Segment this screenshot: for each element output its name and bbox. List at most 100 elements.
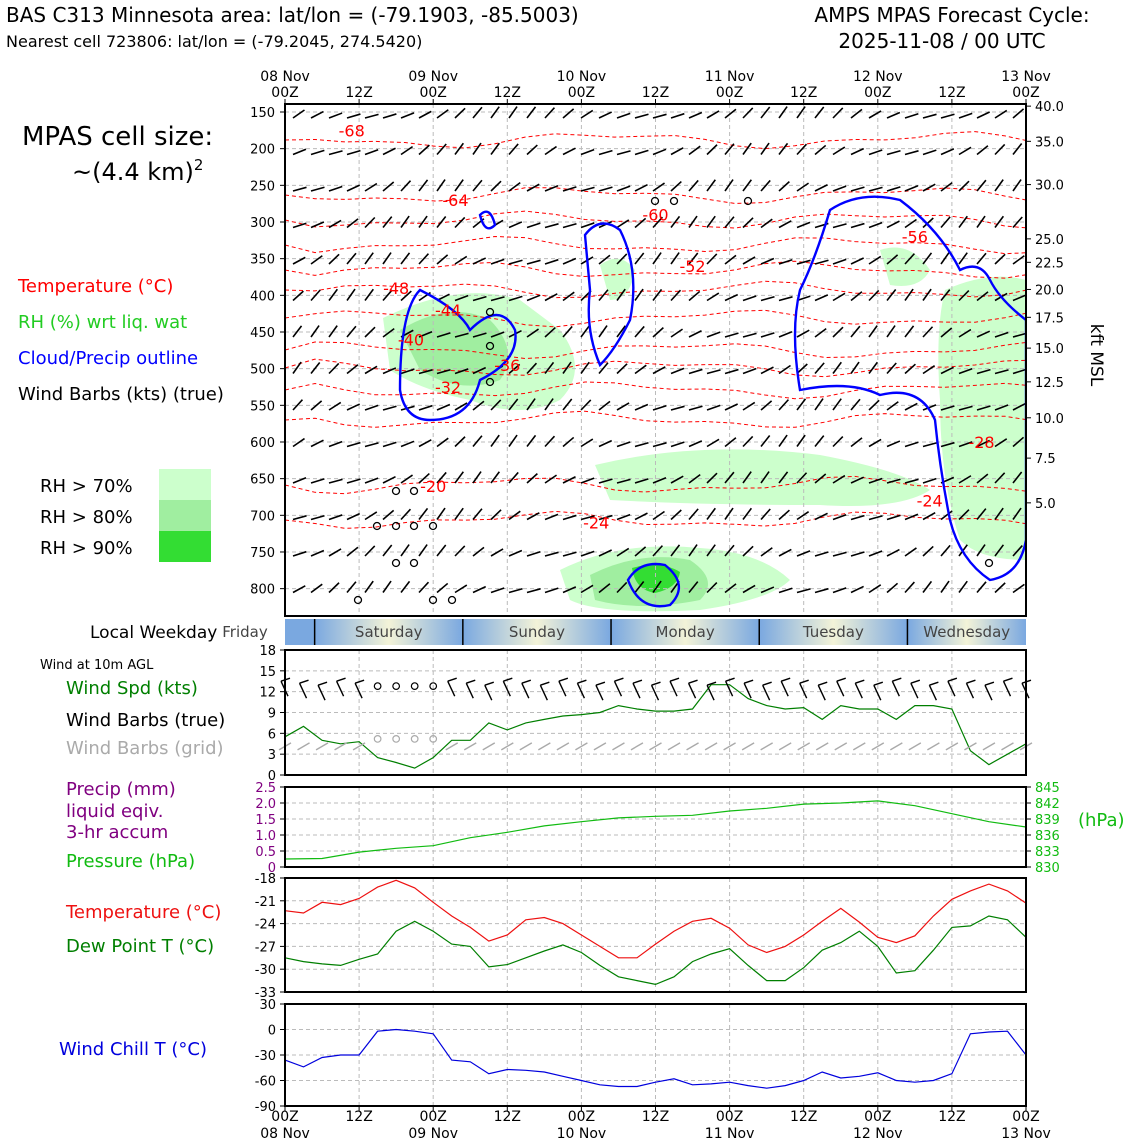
wind-barb (562, 325, 573, 338)
wind-barb (562, 514, 577, 521)
wind-barb (778, 258, 793, 265)
height-tick-label: 30.0 (1035, 179, 1064, 194)
pressure-tick-label: 300 (250, 216, 275, 231)
wind-barb (850, 257, 865, 265)
wind-barb (796, 143, 808, 156)
bottom-axis-date: 10 Nov (557, 1126, 607, 1140)
wind-barb (724, 471, 735, 484)
wind-barb (670, 509, 682, 521)
series-line (284, 1028, 1027, 1089)
wind-barb-grid (982, 742, 996, 751)
top-axis-hour: 12Z (642, 85, 669, 101)
wind-barb (616, 581, 628, 594)
wind-barb (616, 253, 628, 265)
wind-barb-grid (723, 742, 736, 751)
wind-barb (706, 110, 720, 119)
bottom-axis-hour: 12Z (938, 1109, 965, 1125)
y-tick-label: -33 (255, 986, 276, 1001)
top-axis-hour: 00Z (716, 85, 743, 101)
wind-barb (317, 684, 326, 701)
wind-barb (817, 684, 826, 701)
wind-barb (922, 477, 937, 484)
wind-barb (1012, 294, 1026, 302)
wind-barb (760, 218, 773, 229)
wind-barb (490, 180, 502, 192)
wind-barb (382, 367, 397, 375)
wind-barb (616, 325, 626, 338)
bottom-axis-date: 09 Nov (408, 1126, 458, 1140)
wind-barb (508, 510, 521, 521)
wind-barb (688, 544, 698, 557)
y-tick-label: -90 (255, 1100, 276, 1115)
wind-barb (796, 106, 806, 119)
wind-barb (1012, 507, 1022, 520)
wind-barb (652, 366, 666, 375)
wind-barb (418, 144, 430, 156)
wind-barb (652, 327, 664, 338)
wind-barb (814, 587, 829, 594)
wind-barb (965, 682, 975, 699)
wind-barb (598, 583, 611, 594)
wind-barb (1012, 143, 1023, 155)
wind-barb-grid (537, 742, 551, 751)
bottom-axis-date: 08 Nov (260, 1126, 310, 1140)
wind-barb (1012, 436, 1025, 448)
wind-barb (670, 367, 685, 375)
wind-barb (760, 332, 775, 338)
wind-barb (958, 441, 973, 448)
wind-barb (922, 149, 937, 156)
wind-barb (526, 550, 541, 557)
weekday-name: Sunday (509, 623, 565, 641)
wind-barb-flag (688, 679, 698, 684)
bottom-axis-hour: 00Z (1012, 1109, 1039, 1125)
wind-barb-grid (704, 742, 718, 751)
y-tick-label: 15 (259, 665, 276, 680)
wind-barb (472, 546, 485, 557)
wind-barb (328, 253, 340, 265)
wind-barb-flag (947, 677, 958, 682)
wind-barb-grid (741, 742, 755, 751)
wind-barb (364, 511, 378, 521)
wind-barb (382, 289, 393, 302)
wind-barb (868, 325, 878, 338)
wind-barb (292, 477, 307, 484)
wind-barb (613, 680, 623, 697)
wind-barb-grid (315, 742, 329, 751)
pressure-tick-label: 600 (250, 436, 275, 451)
wind-barb-grid (445, 742, 459, 751)
wind-barb (346, 546, 359, 557)
wind-barb (652, 288, 663, 301)
wind-barb (328, 185, 343, 192)
wind-barb (562, 436, 575, 448)
station-title: BAS C313 Minnesota area: lat/lon = (-79.… (6, 3, 579, 27)
wind-barb (994, 143, 1006, 156)
wind-barb (436, 544, 447, 557)
wind-barb (382, 544, 393, 557)
wind-barb (940, 366, 954, 375)
wind-barb (634, 252, 645, 265)
wind-barb (598, 439, 613, 448)
calm-wind-marker-grid (429, 734, 438, 743)
wind-barb (904, 325, 915, 338)
wind-barb (724, 544, 735, 557)
y-tick-label: 1.5 (255, 813, 276, 828)
wind-barb (886, 254, 899, 265)
isotherm-label: -52 (679, 257, 705, 276)
wind-barb (328, 362, 340, 375)
wind-barb (418, 581, 430, 594)
wind-barb (670, 215, 681, 228)
wind-barb (418, 544, 428, 557)
wind-barb (454, 507, 464, 520)
wind-barb (796, 295, 811, 302)
top-axis-date: 10 Nov (557, 69, 607, 85)
wind-barb (544, 326, 556, 338)
wind-barb (976, 330, 991, 338)
wind-barb-grid (352, 742, 366, 751)
wind-barb (814, 435, 825, 448)
wind-barb (832, 361, 842, 374)
wind-barb (484, 684, 493, 701)
wind-barb (706, 507, 716, 520)
top-axis-date: 12 Nov (853, 69, 903, 85)
calm-wind-marker (428, 521, 438, 531)
wind-barb (634, 113, 649, 119)
